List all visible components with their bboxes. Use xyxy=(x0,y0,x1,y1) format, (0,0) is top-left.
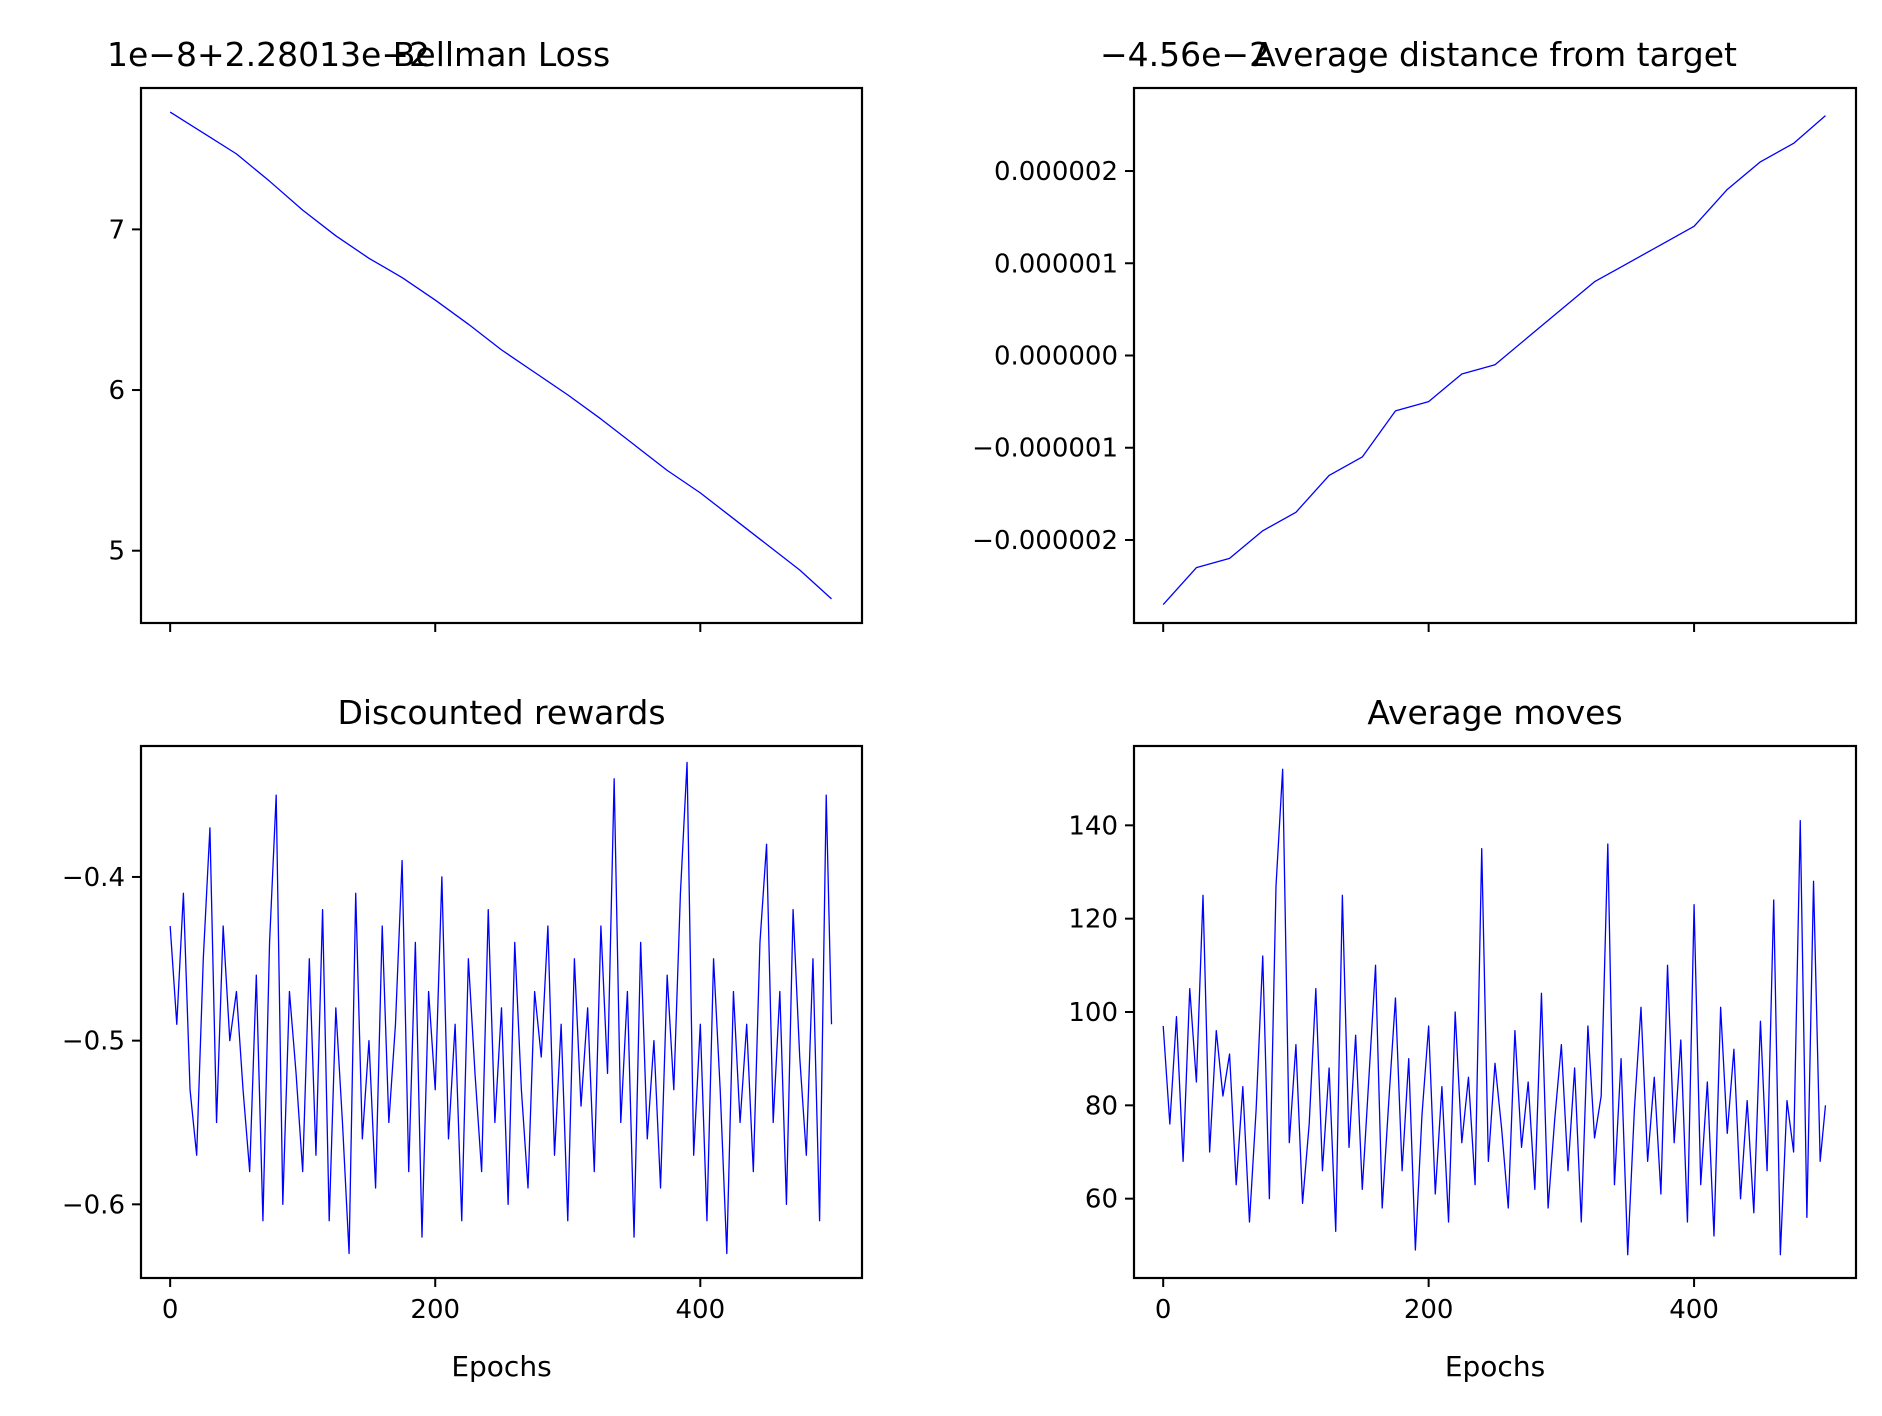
average-moves-y-tick-label: 80 xyxy=(1085,1091,1118,1121)
average-moves-x-tick-label: 200 xyxy=(1404,1295,1454,1325)
average-distance-from-target-offset-text: −4.56e−2 xyxy=(1100,35,1270,74)
average-moves-title: Average moves xyxy=(1367,693,1622,732)
average-distance-from-target-y-tick-label: −0.000002 xyxy=(972,526,1118,556)
discounted-rewards-x-axis-label: Epochs xyxy=(451,1350,551,1383)
discounted-rewards-x-tick-label: 200 xyxy=(410,1295,460,1325)
average-moves-y-tick-label: 60 xyxy=(1085,1185,1118,1215)
discounted-rewards-x-tick-label: 0 xyxy=(162,1295,179,1325)
average-distance-from-target-y-tick-label: 0.000002 xyxy=(994,157,1118,187)
average-distance-from-target-y-tick-label: −0.000001 xyxy=(972,434,1118,464)
average-moves-y-tick-label: 140 xyxy=(1068,811,1118,841)
average-moves-x-tick-label: 0 xyxy=(1155,1295,1172,1325)
average-moves-y-tick-label: 100 xyxy=(1068,998,1118,1028)
discounted-rewards-y-tick-label: −0.4 xyxy=(62,863,125,893)
bellman-loss-series-line xyxy=(169,111,832,600)
bellman-loss-axes-frame xyxy=(139,86,864,625)
discounted-rewards-title: Discounted rewards xyxy=(337,693,665,732)
average-distance-from-target-y-tick-label: 0.000000 xyxy=(994,342,1118,372)
discounted-rewards-y-tick-label: −0.5 xyxy=(62,1027,125,1057)
discounted-rewards-y-tick-label: −0.6 xyxy=(62,1190,125,1220)
average-distance-from-target-title: Average distance from target xyxy=(1253,35,1737,74)
bellman-loss-title: Bellman Loss xyxy=(393,35,610,74)
panel-average-distance-from-target: −0.000002 −0.000001 0.000000 0.000001 0.0000… xyxy=(972,35,1858,632)
average-distance-from-target-y-tick-label: 0.000001 xyxy=(994,249,1118,279)
average-distance-from-target-axes-frame xyxy=(1132,86,1858,625)
bellman-loss-offset-text: 1e−8+2.28013e−2 xyxy=(107,35,430,74)
panel-average-moves: 0 200 400 60 80 100 120 140 Average moves Epochs xyxy=(1068,693,1858,1383)
discounted-rewards-x-tick-label: 400 xyxy=(675,1295,725,1325)
bellman-loss-y-tick-label: 7 xyxy=(108,215,125,245)
average-moves-x-axis-label: Epochs xyxy=(1445,1350,1545,1383)
bellman-loss-y-tick-label: 6 xyxy=(108,376,125,406)
discounted-rewards-axes-frame xyxy=(139,744,864,1280)
average-moves-y-tick-label: 120 xyxy=(1068,905,1118,935)
average-distance-from-target-series-line xyxy=(1162,115,1826,605)
average-moves-series-line xyxy=(1162,768,1827,1256)
bellman-loss-y-tick-label: 5 xyxy=(108,537,125,567)
discounted-rewards-series-line xyxy=(169,761,833,1255)
average-moves-axes-frame xyxy=(1132,744,1858,1280)
panel-discounted-rewards: 0 200 400 −0.6 −0.5 −0.4 Discounted rewards Epo… xyxy=(62,693,864,1383)
average-moves-x-tick-label: 400 xyxy=(1669,1295,1719,1325)
